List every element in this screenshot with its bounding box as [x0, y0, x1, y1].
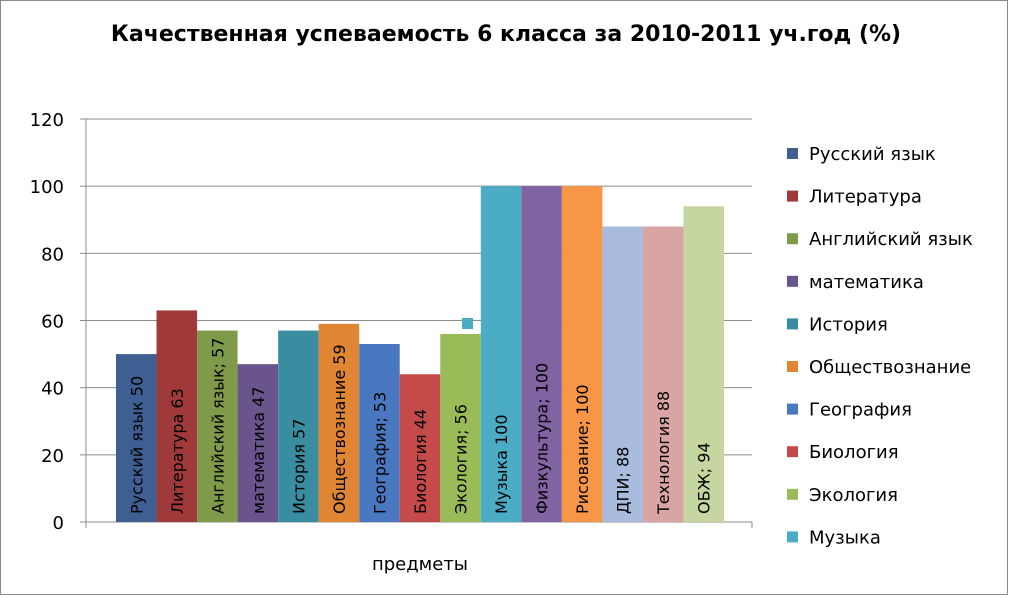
- bar-1: [116, 354, 157, 522]
- bar-10: [480, 186, 522, 522]
- data-label: математика 47: [249, 386, 268, 514]
- data-label: Рисование; 100: [573, 384, 592, 514]
- x-axis-title: предметы: [372, 554, 468, 575]
- y-tick-label: 60: [41, 312, 64, 333]
- y-tick-label: 0: [53, 513, 64, 534]
- data-labels: Русский язык 50 Литература 63 Английский я…: [127, 318, 714, 515]
- legend-entry: Музыка: [809, 527, 881, 548]
- chart-title: Качественная успеваемость 6 класса за 20…: [110, 22, 902, 47]
- bar-5: [278, 330, 319, 522]
- bar-4: [237, 364, 279, 522]
- legend-swatch: [787, 531, 798, 543]
- y-tick-label: 40: [41, 379, 64, 400]
- bars: [116, 186, 724, 523]
- legend-entry: Экология: [809, 485, 898, 506]
- data-label: Биология 44: [411, 409, 430, 514]
- legend: Русский язык Литература Английский язык мат…: [787, 144, 973, 548]
- data-label: ОБЖ; 94: [695, 442, 714, 514]
- legend-swatch: [787, 403, 798, 415]
- bar-3: [197, 330, 238, 522]
- data-label: История 57: [289, 419, 308, 515]
- y-tick-label: 80: [41, 244, 64, 265]
- data-label: Технология 88: [654, 391, 673, 515]
- legend-entry: Литература: [809, 187, 922, 208]
- bar-2: [156, 310, 198, 522]
- legend-swatch: [787, 361, 798, 372]
- data-label: Литература 63: [168, 388, 187, 514]
- data-label: Английский язык; 57: [208, 338, 227, 514]
- bar-7: [359, 344, 400, 522]
- bar-9: [440, 333, 481, 522]
- data-label: Обществознание 59: [330, 344, 349, 514]
- legend-swatch: [787, 148, 798, 159]
- marker-square: [462, 318, 473, 329]
- data-label: География; 53: [370, 392, 389, 514]
- y-tick-label: 20: [41, 446, 64, 467]
- bar-14: [642, 226, 684, 522]
- legend-entry: математика: [809, 272, 924, 293]
- bar-6: [318, 323, 360, 522]
- legend-swatch: [787, 275, 798, 287]
- legend-entry: Русский язык: [809, 144, 936, 165]
- legend-entry: Обществознание: [809, 357, 971, 378]
- legend-entry: История: [809, 314, 888, 335]
- legend-swatch: [787, 233, 798, 245]
- y-tick-label: 120: [30, 110, 64, 131]
- data-label: ДПИ; 88: [614, 447, 633, 514]
- bar-15: [683, 206, 724, 523]
- legend-entry: Биология: [809, 442, 899, 463]
- legend-swatch: [787, 190, 798, 202]
- data-label: Экология; 56: [452, 404, 471, 514]
- legend-swatch: [787, 446, 798, 458]
- y-tick-label: 100: [30, 177, 64, 198]
- data-label: Физкультура; 100: [533, 363, 552, 514]
- bar-12: [561, 186, 603, 522]
- bar-11: [521, 186, 562, 522]
- bar-13: [602, 226, 643, 522]
- legend-entry: Английский язык: [809, 229, 973, 250]
- bar-8: [399, 374, 441, 522]
- data-label: Музыка 100: [492, 414, 511, 514]
- legend-entry: География: [809, 400, 912, 421]
- legend-swatch: [787, 488, 798, 500]
- data-label: Русский язык 50: [127, 376, 146, 514]
- legend-swatch: [787, 318, 798, 330]
